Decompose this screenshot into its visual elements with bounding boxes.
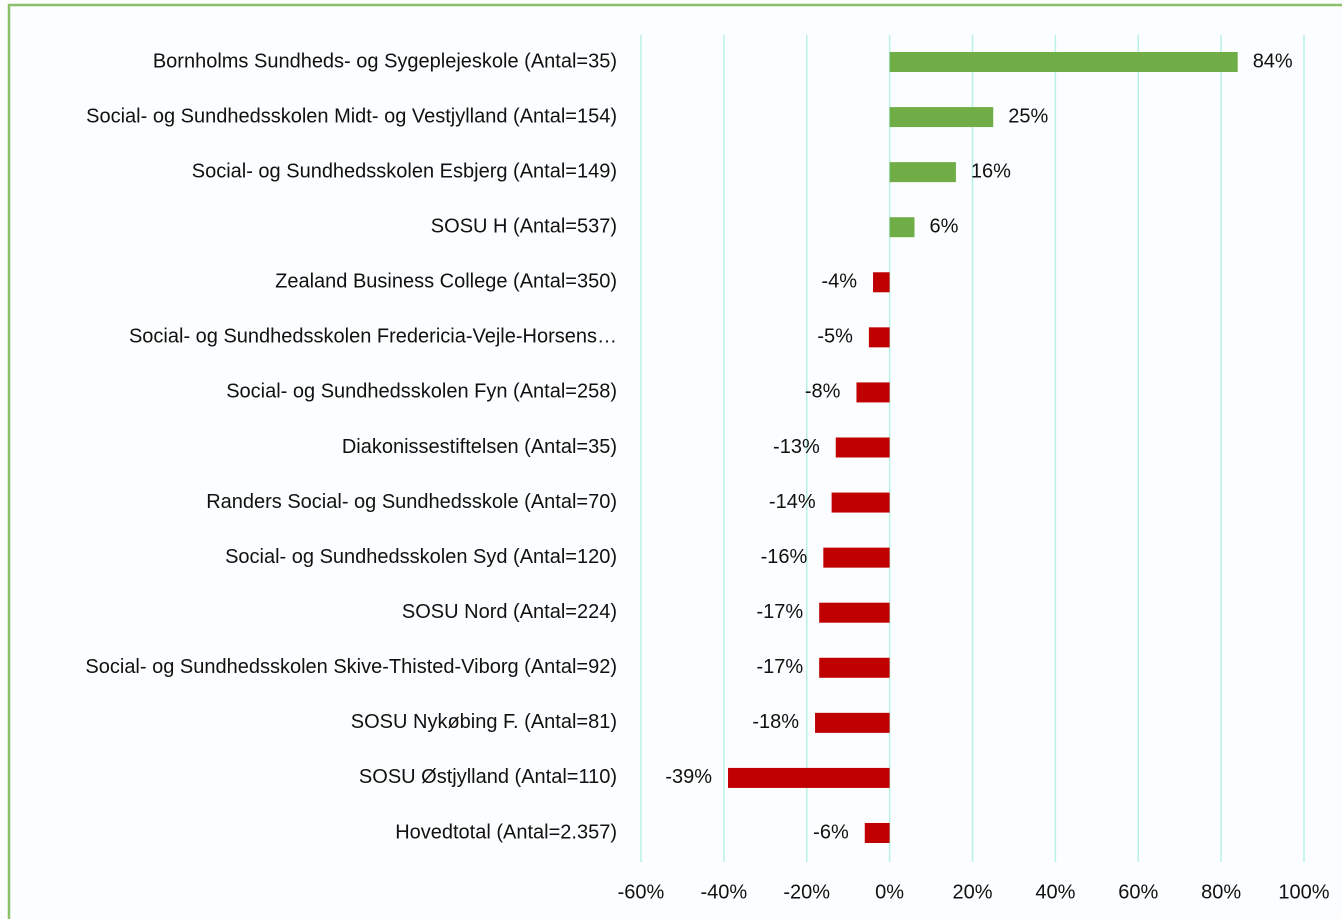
bar — [835, 437, 890, 458]
data-label: 25% — [1008, 105, 1048, 127]
y-tick-label: Bornholms Sundheds- og Sygeplejeskole (A… — [153, 50, 617, 72]
data-label: 6% — [929, 215, 958, 237]
y-tick-label: Hovedtotal (Antal=2.357) — [395, 821, 617, 843]
data-label: 84% — [1253, 50, 1293, 72]
y-tick-label: Zealand Business College (Antal=350) — [275, 271, 617, 293]
bar — [728, 767, 890, 788]
bar — [889, 52, 1238, 72]
y-tick-label: SOSU Nord (Antal=224) — [402, 601, 617, 623]
x-tick-label: 0% — [875, 881, 904, 903]
x-tick-label: 60% — [1118, 881, 1158, 903]
bar — [831, 492, 890, 513]
y-tick-label: Social- og Sundhedsskolen Midt- og Vestj… — [86, 105, 617, 127]
data-label: -16% — [761, 546, 808, 568]
bar — [856, 382, 890, 403]
y-tick-label: SOSU Nykøbing F. (Antal=81) — [351, 711, 617, 733]
data-label: 16% — [971, 160, 1011, 182]
y-tick-label: Social- og Sundhedsskolen Esbjerg (Antal… — [192, 160, 617, 182]
x-tick-label: -20% — [783, 881, 830, 903]
x-tick-label: 40% — [1035, 881, 1075, 903]
bar — [815, 712, 890, 733]
data-label: -39% — [665, 766, 712, 788]
x-tick-label: 80% — [1201, 881, 1241, 903]
bar — [889, 107, 994, 128]
data-label: -4% — [821, 271, 857, 293]
bar — [819, 602, 890, 623]
x-tick-label: -40% — [701, 881, 748, 903]
bar — [889, 217, 915, 238]
y-tick-label: Social- og Sundhedsskolen Fredericia-Vej… — [129, 326, 617, 348]
bar — [868, 327, 890, 348]
bar — [819, 657, 890, 678]
y-tick-label: Diakonissestiftelsen (Antal=35) — [342, 436, 617, 458]
data-label: -6% — [813, 821, 849, 843]
data-label: -17% — [756, 656, 803, 678]
x-tick-label: -60% — [618, 881, 665, 903]
data-label: -5% — [817, 326, 853, 348]
x-tick-label: 100% — [1278, 881, 1329, 903]
chart-border — [7, 3, 1342, 919]
y-tick-label: Social- og Sundhedsskolen Fyn (Antal=258… — [226, 381, 617, 403]
bar — [873, 272, 890, 293]
data-label: -13% — [773, 436, 820, 458]
data-label: -18% — [752, 711, 799, 733]
data-label: -17% — [756, 601, 803, 623]
y-tick-label: Randers Social- og Sundhedsskole (Antal=… — [206, 491, 617, 513]
y-tick-label: Social- og Sundhedsskolen Skive-Thisted-… — [85, 656, 617, 678]
data-label: -8% — [805, 381, 841, 403]
bar — [823, 547, 890, 568]
y-tick-label: SOSU H (Antal=537) — [431, 215, 617, 237]
data-label: -14% — [769, 491, 816, 513]
y-tick-label: Social- og Sundhedsskolen Syd (Antal=120… — [225, 546, 617, 568]
x-tick-label: 20% — [952, 881, 992, 903]
y-tick-label: SOSU Østjylland (Antal=110) — [359, 766, 617, 788]
bar — [889, 162, 956, 183]
bar — [864, 822, 890, 843]
